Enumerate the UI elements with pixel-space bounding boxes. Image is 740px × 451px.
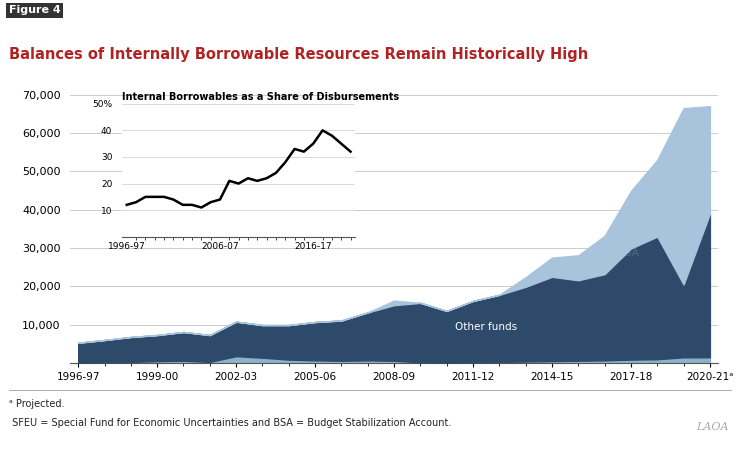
Text: SFEU = Special Fund for Economic Uncertainties and BSA = Budget Stabilization Ac: SFEU = Special Fund for Economic Uncerta… <box>9 418 451 428</box>
Text: BSA: BSA <box>618 248 639 258</box>
Text: Other funds: Other funds <box>455 322 517 331</box>
Text: Balances of Internally Borrowable Resources Remain Historically High: Balances of Internally Borrowable Resour… <box>9 47 588 62</box>
Text: Figure 4: Figure 4 <box>9 5 61 15</box>
Text: ᵃ Projected.: ᵃ Projected. <box>9 399 64 409</box>
Text: LAOA: LAOA <box>696 422 729 432</box>
Text: Internal Borrowables as a Share of Disbursements: Internal Borrowables as a Share of Disbu… <box>122 92 399 101</box>
Text: SFEU: SFEU <box>236 346 263 356</box>
